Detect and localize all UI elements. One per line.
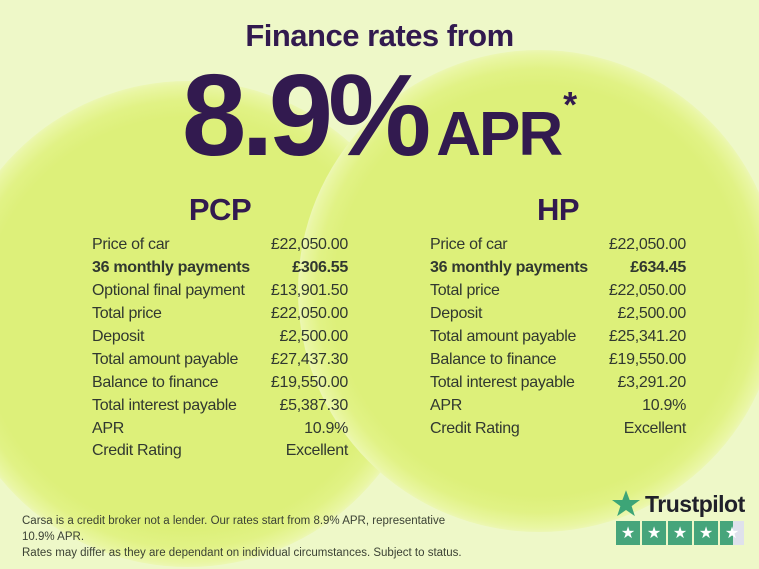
row-label: Credit Rating: [430, 419, 520, 437]
hp-title: HP: [536, 192, 580, 227]
row-value: £634.45: [630, 259, 686, 277]
table-row: 36 monthly payments £306.55: [92, 257, 348, 280]
row-value: Excellent: [623, 419, 687, 437]
trustpilot-logo: Trustpilot: [611, 489, 745, 519]
row-value: £22,050.00: [608, 236, 686, 254]
table-row: Credit Rating Excellent: [92, 440, 348, 463]
table-row: APR 10.9%: [430, 394, 686, 417]
pcp-table: PCP Price of car £22,050.00 36 monthly p…: [92, 190, 348, 463]
legal-disclaimer: Carsa is a credit broker not a lender. O…: [22, 513, 462, 561]
row-label: 36 monthly payments: [430, 259, 588, 277]
row-label: Balance to finance: [430, 350, 557, 368]
row-label: Total amount payable: [430, 328, 577, 345]
row-label: Total interest payable: [92, 396, 237, 414]
table-row: Deposit £2,500.00: [430, 303, 686, 326]
trustpilot-wordmark: Trustpilot: [645, 490, 745, 517]
table-row: Balance to finance £19,550.00: [92, 371, 348, 394]
row-label: Deposit: [430, 305, 483, 323]
row-value: £22,050.00: [270, 236, 348, 254]
row-label: 36 monthly payments: [92, 259, 250, 277]
rating-star-full: ★: [642, 521, 666, 545]
row-label: Deposit: [92, 328, 145, 345]
row-label: APR: [92, 419, 124, 437]
rating-star-full: ★: [616, 521, 640, 545]
table-row: Price of car £22,050.00: [92, 234, 348, 257]
row-label: Total interest payable: [430, 373, 575, 391]
banner-title: Finance rates from: [245, 18, 514, 53]
row-value: £2,500.00: [617, 305, 687, 323]
row-label: Total price: [92, 305, 162, 323]
row-value: £13,901.50: [270, 282, 348, 300]
headline-rate: 8.9% APR *: [0, 57, 759, 173]
row-value: £2,500.00: [279, 328, 349, 345]
row-value: £25,341.20: [608, 328, 686, 345]
table-row: Total amount payable £25,341.20: [430, 326, 686, 349]
row-label: APR: [430, 396, 462, 414]
rating-star-half: ★: [720, 521, 744, 545]
table-row: Deposit £2,500.00: [92, 326, 348, 349]
row-value: £19,550.00: [608, 350, 686, 368]
row-label: Optional final payment: [92, 282, 245, 300]
row-value: £3,291.20: [617, 373, 687, 391]
table-row: APR 10.9%: [92, 417, 348, 440]
rate-unit: APR: [436, 100, 563, 169]
rate-asterisk: *: [563, 84, 578, 125]
pcp-rows: Price of car £22,050.00 36 monthly payme…: [92, 234, 348, 463]
row-value: £306.55: [292, 259, 348, 277]
row-value: 10.9%: [304, 419, 348, 437]
table-row: Price of car £22,050.00: [430, 234, 686, 257]
table-row: Total price £22,050.00: [92, 303, 348, 326]
table-row: Total interest payable £5,387.30: [92, 394, 348, 417]
row-label: Price of car: [92, 236, 170, 254]
table-row: Total interest payable £3,291.20: [430, 371, 686, 394]
rate-value: 8.9%: [181, 50, 431, 180]
row-label: Balance to finance: [92, 373, 219, 391]
row-value: £5,387.30: [279, 396, 349, 414]
trustpilot-rating-4-5: ★ ★ ★ ★ ★: [616, 521, 744, 545]
lime-circle-right: [298, 50, 759, 532]
row-value: £27,437.30: [270, 350, 348, 368]
row-value: £22,050.00: [608, 282, 686, 300]
row-value: Excellent: [285, 442, 349, 460]
table-row: Credit Rating Excellent: [430, 417, 686, 440]
table-row: Total price £22,050.00: [430, 280, 686, 303]
table-row: Balance to finance £19,550.00: [430, 348, 686, 371]
table-row: 36 monthly payments £634.45: [430, 257, 686, 280]
hp-rows: Price of car £22,050.00 36 monthly payme…: [430, 234, 686, 440]
row-label: Price of car: [430, 236, 508, 254]
hp-table: HP Price of car £22,050.00 36 monthly pa…: [430, 190, 686, 440]
trustpilot-star-icon: [612, 490, 640, 517]
row-label: Credit Rating: [92, 442, 182, 460]
table-row: Optional final payment £13,901.50: [92, 280, 348, 303]
row-label: Total amount payable: [92, 350, 239, 368]
row-label: Total price: [430, 282, 500, 300]
table-row: Total amount payable £27,437.30: [92, 348, 348, 371]
rating-star-full: ★: [668, 521, 692, 545]
row-value: 10.9%: [642, 396, 686, 414]
row-value: £22,050.00: [270, 305, 348, 323]
row-value: £19,550.00: [270, 373, 348, 391]
rating-star-full: ★: [694, 521, 718, 545]
disclaimer-line-2: Rates may differ as they are dependant o…: [22, 547, 462, 559]
pcp-title: PCP: [188, 192, 252, 227]
disclaimer-line-1: Carsa is a credit broker not a lender. O…: [22, 515, 446, 543]
